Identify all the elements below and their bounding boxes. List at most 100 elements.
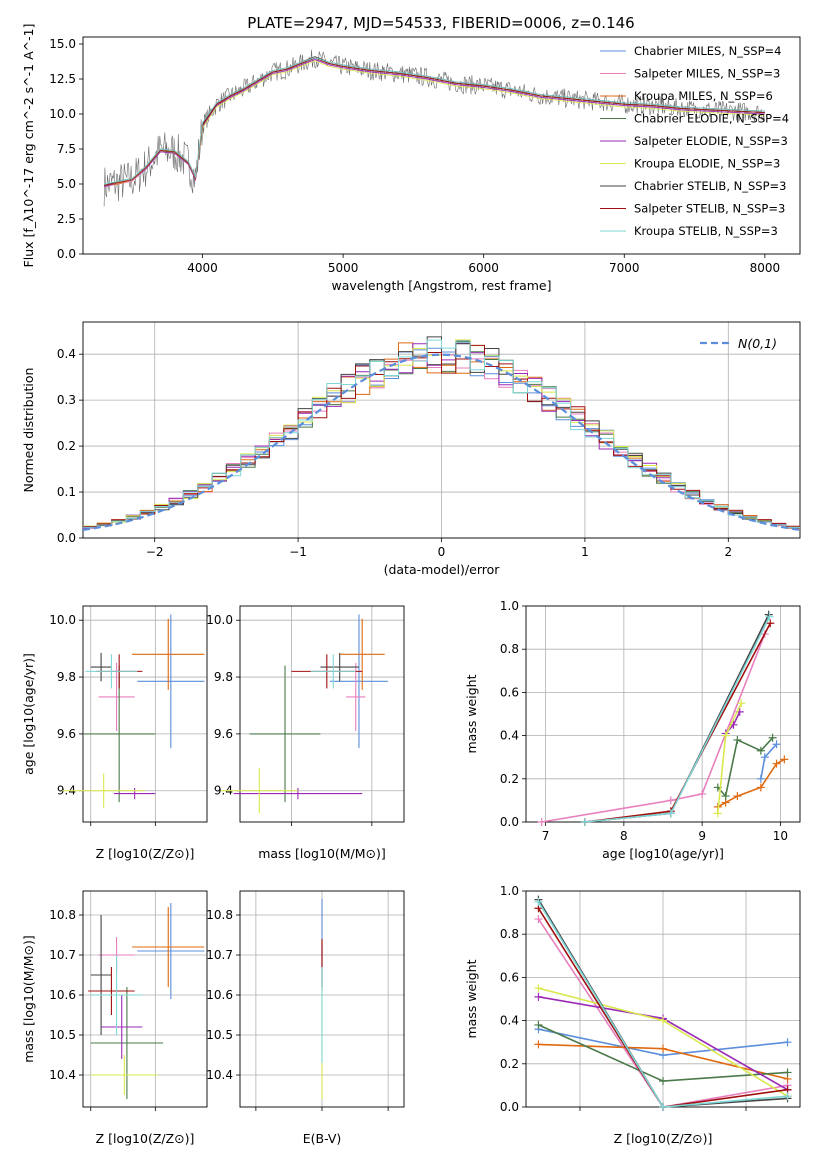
axes-frame bbox=[82, 36, 801, 255]
y-axis-label: Flux [f_λ10^-17 erg cm^-2 s^-1 A^-1] bbox=[21, 24, 36, 268]
normal-curve bbox=[82, 353, 801, 531]
spectrum-series-line bbox=[103, 58, 765, 188]
y-tick-label: 0.0 bbox=[500, 815, 519, 829]
mass-weight-marker bbox=[534, 915, 543, 924]
legend-entry: Salpeter MILES, N_SSP=3 bbox=[634, 67, 780, 81]
mass-weight-marker bbox=[765, 612, 774, 621]
x-tick-label: 7000 bbox=[609, 261, 640, 275]
y-tick-label: 2.5 bbox=[57, 212, 76, 226]
legend-entry: Kroupa ELODIE, N_SSP=3 bbox=[634, 157, 780, 171]
legend-entry: Chabrier STELIB, N_SSP=3 bbox=[634, 179, 786, 193]
x-tick-label: −2 bbox=[146, 545, 164, 559]
x-tick-label: 4000 bbox=[187, 261, 218, 275]
mass-weight-marker bbox=[756, 746, 765, 755]
legend-entry: N(0,1) bbox=[738, 336, 777, 351]
mass-weight-marker bbox=[659, 1103, 667, 1111]
x-tick-label: 1 bbox=[581, 545, 589, 559]
residual-histogram-step bbox=[83, 344, 800, 527]
y-tick-label: 10.5 bbox=[206, 1028, 233, 1042]
y-tick-label: 10.0 bbox=[206, 613, 233, 627]
mass-weight-marker bbox=[783, 1038, 792, 1047]
x-tick-label: 6000 bbox=[468, 261, 499, 275]
mass-weight-marker bbox=[768, 733, 777, 742]
mass-weight-vs-age-panel: 7 8 9 10 0.0 0.2 0.4 0.6 0.8 1.0 age [log10(age/yr… bbox=[464, 599, 801, 861]
x-tick-label: 2 bbox=[724, 545, 732, 559]
x-tick-label: 9 bbox=[698, 829, 706, 843]
y-tick-label: 0.4 bbox=[500, 729, 519, 743]
mass-weight-vs-Z-panel: 0.0 0.2 0.4 0.6 0.8 1.0 Z [log10(Z/Z⊙)] mass we… bbox=[464, 884, 801, 1146]
y-tick-label: 10.4 bbox=[206, 1068, 233, 1082]
y-tick-label: 0.6 bbox=[500, 970, 519, 984]
mass-weight-marker bbox=[733, 792, 742, 801]
mass-weight-marker bbox=[772, 759, 781, 768]
axes-frame bbox=[82, 321, 801, 539]
y-tick-label: 10.5 bbox=[49, 1028, 76, 1042]
figure-title: PLATE=2947, MJD=54533, FIBERID=0006, z=0… bbox=[247, 14, 634, 32]
mass-weight-marker bbox=[721, 731, 730, 740]
y-tick-label: 10.4 bbox=[49, 1068, 76, 1082]
mass-weight-marker bbox=[783, 1092, 792, 1101]
legend-entry: Kroupa STELIB, N_SSP=3 bbox=[634, 224, 778, 238]
x-axis-label: Z [log10(Z/Z⊙)] bbox=[96, 1131, 195, 1146]
y-tick-label: 5.0 bbox=[57, 177, 76, 191]
mass-weight-marker bbox=[534, 897, 543, 906]
y-tick-label: 0.8 bbox=[500, 642, 519, 656]
mass-weight-marker bbox=[733, 735, 742, 744]
x-tick-label: 7 bbox=[542, 829, 550, 843]
x-axis-label: (data-model)/error bbox=[384, 562, 501, 577]
mass-weight-line bbox=[584, 614, 770, 823]
y-tick-label: 15.0 bbox=[49, 37, 76, 51]
spectrum-series-line bbox=[104, 57, 765, 185]
mass-weight-marker bbox=[698, 789, 707, 798]
y-axis-label: age [log10(age/yr)] bbox=[21, 653, 36, 775]
x-axis-label: Z [log10(Z/Z⊙)] bbox=[96, 846, 195, 861]
y-tick-label: 0.2 bbox=[500, 1057, 519, 1071]
x-axis-label: mass [log10(M/M⊙)] bbox=[258, 846, 386, 861]
y-tick-label: 0.0 bbox=[500, 1100, 519, 1114]
y-tick-label: 0.2 bbox=[500, 772, 519, 786]
mass-weight-marker bbox=[756, 774, 765, 783]
mass-weight-marker bbox=[534, 984, 543, 993]
mass-weight-line bbox=[584, 616, 771, 823]
y-tick-label: 10.6 bbox=[49, 988, 76, 1002]
mass-weight-marker bbox=[721, 792, 730, 801]
y-tick-label: 0.0 bbox=[57, 247, 76, 261]
mass-weight-marker bbox=[713, 809, 722, 818]
y-tick-label: 0.0 bbox=[57, 531, 76, 545]
y-tick-label: 9.8 bbox=[214, 670, 233, 684]
axes-frame bbox=[82, 890, 208, 1108]
y-tick-label: 0.4 bbox=[57, 347, 76, 361]
y-tick-label: 10.6 bbox=[206, 988, 233, 1002]
mass-weight-marker bbox=[666, 796, 675, 805]
y-tick-label: 12.5 bbox=[49, 72, 76, 86]
mass-weight-marker bbox=[580, 818, 589, 826]
x-tick-label: 8000 bbox=[750, 261, 781, 275]
mass-weight-marker bbox=[737, 699, 746, 708]
mass-weight-line bbox=[760, 743, 778, 779]
x-axis-label: E(B-V) bbox=[303, 1131, 342, 1146]
axes-frame bbox=[239, 605, 405, 823]
y-tick-label: 10.7 bbox=[49, 948, 76, 962]
axes-frame bbox=[82, 605, 208, 823]
age-vs-Z-panel: 9.49.69.810.0Z [log10(Z/Z⊙)]age [log10(a… bbox=[21, 605, 208, 861]
mass-weight-marker bbox=[659, 1077, 667, 1086]
y-tick-label: 1.0 bbox=[500, 884, 519, 898]
spectrum-panel: 4000 5000 6000 7000 8000 0.0 2.5 5.0 7.5 10.0 12.5… bbox=[21, 24, 801, 293]
y-tick-label: 9.6 bbox=[214, 727, 233, 741]
x-tick-label: 0 bbox=[438, 545, 446, 559]
x-tick-label: −1 bbox=[289, 545, 307, 559]
y-tick-label: 0.6 bbox=[500, 685, 519, 699]
x-axis-label: wavelength [Angstrom, rest frame] bbox=[331, 278, 551, 293]
mass-weight-marker bbox=[534, 1040, 543, 1049]
mass-weight-marker bbox=[766, 619, 775, 628]
y-axis-label: mass [log10(M/M⊙)] bbox=[21, 935, 36, 1063]
mass-weight-marker bbox=[780, 755, 789, 764]
mass-weight-line bbox=[717, 758, 785, 808]
y-tick-label: 0.8 bbox=[500, 927, 519, 941]
y-tick-label: 0.1 bbox=[57, 485, 76, 499]
y-axis-label: mass weight bbox=[464, 674, 479, 753]
axes-frame bbox=[239, 890, 405, 1108]
mass-weight-marker bbox=[783, 1068, 792, 1077]
y-tick-label: 0.3 bbox=[57, 393, 76, 407]
